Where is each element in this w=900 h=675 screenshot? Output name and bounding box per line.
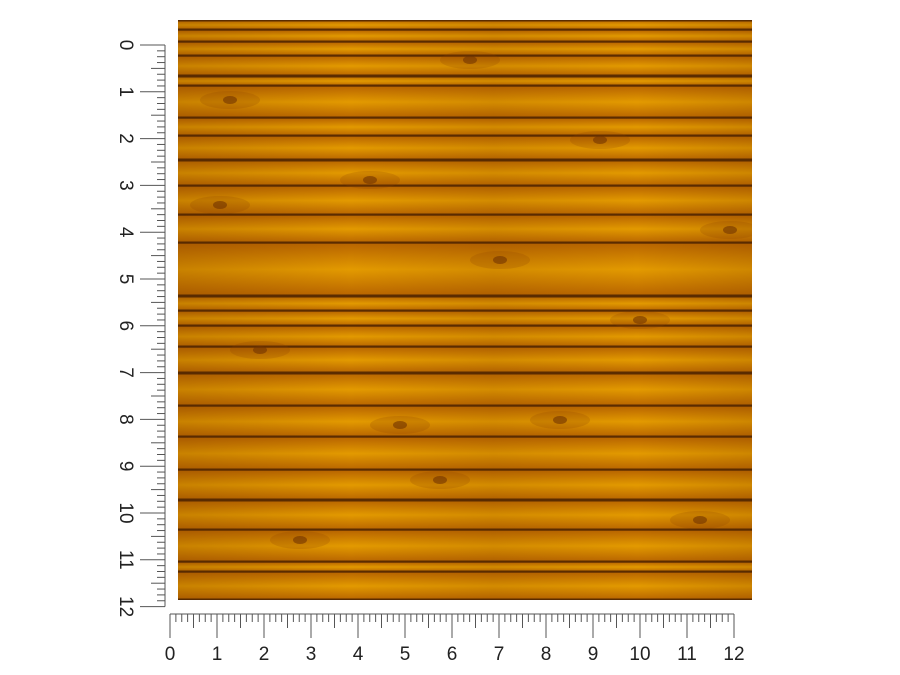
plank-seam <box>178 28 752 31</box>
plank-seam <box>178 404 752 407</box>
knot <box>253 346 267 354</box>
knot <box>493 256 507 264</box>
ruler-label: 7 <box>494 644 505 665</box>
knot-halo <box>470 251 530 269</box>
plank-seam <box>178 498 752 502</box>
plank-seam <box>178 309 752 312</box>
knot <box>693 516 707 524</box>
ruler-label: 8 <box>115 414 136 425</box>
knot-halo <box>610 311 670 329</box>
knot <box>213 201 227 209</box>
plank-seam <box>178 213 752 216</box>
ruler-label: 3 <box>306 644 317 665</box>
knot <box>363 176 377 184</box>
ruler-label: 12 <box>115 596 136 617</box>
knot-halo <box>410 471 470 489</box>
plank-seam <box>178 435 752 438</box>
knot-halo <box>570 131 630 149</box>
ruler-label: 1 <box>212 644 223 665</box>
plank-seam <box>178 294 752 298</box>
ruler-label: 3 <box>115 180 136 191</box>
ruler-label: 5 <box>400 644 411 665</box>
ruler-label: 10 <box>115 502 136 523</box>
plank-seam <box>178 40 752 43</box>
plank-seam <box>178 54 752 57</box>
plank-seam <box>178 84 752 87</box>
knot <box>593 136 607 144</box>
ruler-label: 2 <box>115 133 136 144</box>
knot <box>553 416 567 424</box>
ruler-label: 8 <box>541 644 552 665</box>
plank-seam <box>178 324 752 327</box>
bottom-ruler: 0 1 2 3 4 5 6 7 8 9 10 11 12 <box>165 613 745 665</box>
plank-seam <box>178 116 752 119</box>
plank-seam <box>178 570 752 573</box>
plank-seam <box>178 20 752 22</box>
knot <box>463 56 477 64</box>
plank-seam <box>178 345 752 348</box>
knot-halo <box>190 196 250 214</box>
ruler-label: 9 <box>588 644 599 665</box>
knot <box>393 421 407 429</box>
knot-halo <box>340 171 400 189</box>
plank-seam <box>178 468 752 471</box>
plank-seam <box>178 528 752 531</box>
ruler-label: 4 <box>353 644 364 665</box>
ruler-label: 2 <box>259 644 270 665</box>
knot-halo <box>270 531 330 549</box>
knot <box>433 476 447 484</box>
ruler-label: 6 <box>447 644 458 665</box>
knot-halo <box>670 511 730 529</box>
ruler-label: 0 <box>115 40 136 51</box>
ruler-label: 1 <box>115 87 136 98</box>
plank-seam <box>178 158 752 162</box>
wood-swatch <box>178 20 752 600</box>
ruler-label: 5 <box>115 274 136 285</box>
plank-seam <box>178 371 752 375</box>
knot-halo <box>440 51 500 69</box>
ruler-label: 10 <box>629 644 650 665</box>
ruler-label: 0 <box>165 644 176 665</box>
knot <box>633 316 647 324</box>
ruler-label: 6 <box>115 321 136 332</box>
ruler-label: 11 <box>677 644 697 665</box>
knot <box>223 96 237 104</box>
plank-seam <box>178 560 752 563</box>
ruler-label: 11 <box>115 550 136 570</box>
plank-seam <box>178 241 752 244</box>
ruler-label: 4 <box>115 227 136 238</box>
knot-halo <box>200 91 260 109</box>
ruler-label: 7 <box>115 367 136 378</box>
plank-seam <box>178 598 752 600</box>
plank-seam <box>178 74 752 78</box>
knot-halo <box>700 221 752 239</box>
ruler-label: 9 <box>115 461 136 472</box>
ruler-label: 12 <box>723 644 744 665</box>
knot <box>723 226 737 234</box>
knot-halo <box>370 416 430 434</box>
knot-halo <box>230 341 290 359</box>
knot-halo <box>530 411 590 429</box>
knot <box>293 536 307 544</box>
plank-seam <box>178 134 752 137</box>
plank-seam <box>178 184 752 187</box>
